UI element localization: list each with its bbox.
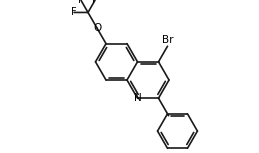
- Text: Br: Br: [162, 35, 173, 45]
- Text: F: F: [92, 0, 98, 5]
- Text: N: N: [134, 93, 141, 103]
- Text: F: F: [71, 7, 77, 17]
- Text: O: O: [93, 23, 101, 33]
- Text: F: F: [78, 0, 84, 5]
